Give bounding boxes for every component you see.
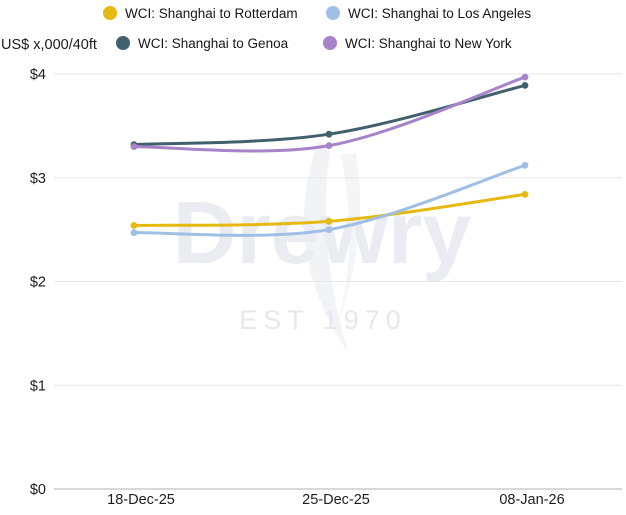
rotterdam-series-dot-icon (103, 6, 117, 20)
data-point-wci-shanghai-to-los-angeles[interactable] (521, 161, 529, 169)
x-tick-label: 25-Dec-25 (302, 492, 370, 508)
legend-item-rotterdam[interactable]: WCI: Shanghai to Rotterdam (103, 5, 298, 21)
data-point-wci-shanghai-to-new-york[interactable] (521, 73, 529, 81)
genoa-series-dot-icon (116, 36, 130, 50)
data-point-wci-shanghai-to-los-angeles[interactable] (325, 226, 333, 234)
data-point-wci-shanghai-to-genoa[interactable] (325, 130, 333, 138)
series-wci-shanghai-to-genoa (130, 82, 529, 149)
y-tick-label: $0 (30, 482, 46, 498)
data-point-wci-shanghai-to-los-angeles[interactable] (130, 229, 138, 237)
data-point-wci-shanghai-to-genoa[interactable] (521, 82, 529, 89)
y-tick-label: $1 (30, 378, 46, 394)
watermark-brand-text: Drewry (173, 183, 471, 282)
legend-item-genoa[interactable]: WCI: Shanghai to Genoa (116, 35, 288, 51)
series-wci-shanghai-to-new-york (130, 73, 529, 153)
legend-label: WCI: Shanghai to Rotterdam (125, 5, 298, 21)
drewry-flame-icon (326, 153, 361, 352)
data-point-wci-shanghai-to-new-york[interactable] (130, 143, 138, 151)
legend-label: WCI: Shanghai to New York (345, 35, 512, 51)
y-tick-label: $2 (30, 275, 46, 291)
data-point-wci-shanghai-to-rotterdam[interactable] (325, 217, 333, 225)
x-tick-label: 18-Dec-25 (107, 492, 175, 508)
legend-label: WCI: Shanghai to Los Angeles (348, 5, 532, 21)
y-tick-label: $3 (30, 171, 46, 187)
data-point-wci-shanghai-to-new-york[interactable] (325, 142, 333, 150)
data-point-wci-shanghai-to-rotterdam[interactable] (130, 222, 138, 229)
y-axis-unit-label: US$ x,000/40ft (1, 37, 97, 53)
series-wci-shanghai-to-rotterdam (130, 191, 529, 229)
drewry-flame-icon (303, 142, 348, 352)
legend-item-new-york[interactable]: WCI: Shanghai to New York (323, 35, 512, 51)
new-york-series-dot-icon (323, 36, 337, 50)
x-tick-label: 08-Jan-26 (499, 492, 564, 508)
data-point-wci-shanghai-to-rotterdam[interactable] (521, 191, 529, 198)
series-wci-shanghai-to-los-angeles (130, 161, 529, 237)
y-tick-label: $4 (30, 67, 46, 83)
los-angeles-series-dot-icon (326, 6, 340, 20)
legend-item-los-angeles[interactable]: WCI: Shanghai to Los Angeles (326, 5, 531, 21)
watermark-est-text: EST 1970 (239, 305, 407, 335)
series-line-wci-shanghai-to-new-york (132, 75, 527, 153)
legend-label: WCI: Shanghai to Genoa (138, 35, 289, 51)
drewry-watermark: Drewry EST 1970 (173, 142, 471, 352)
